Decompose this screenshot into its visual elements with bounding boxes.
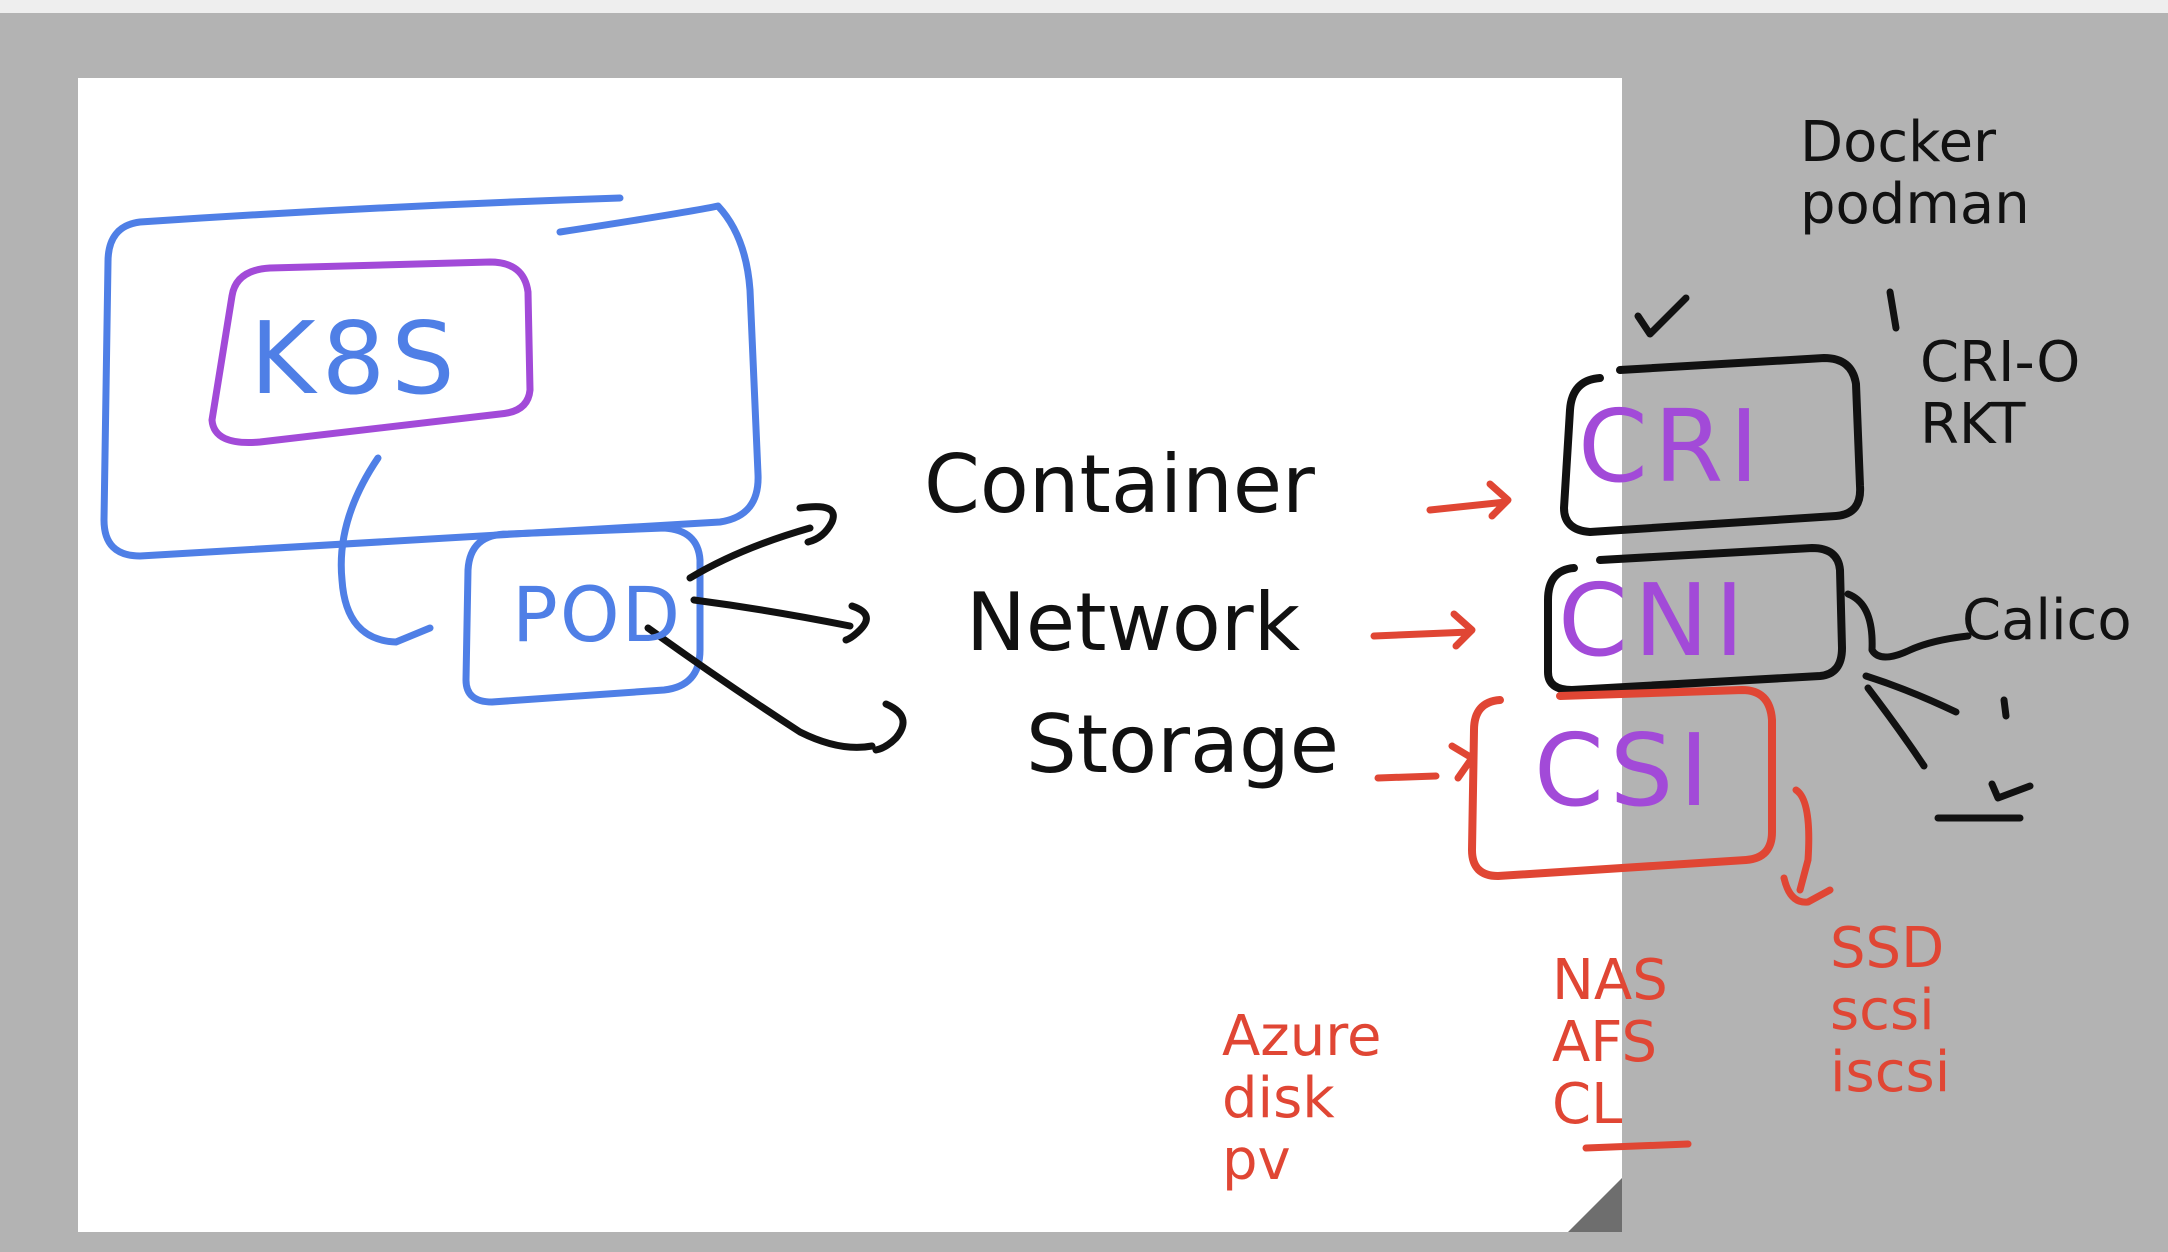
calico-check-mark (1934, 780, 2034, 822)
csi-label: CSI (1534, 712, 1715, 829)
arrow-container-to-cri (1426, 480, 1512, 520)
cluster-to-pod-connector (337, 454, 434, 646)
csi-down-arrow (1780, 786, 1834, 906)
window-top-strip (0, 0, 2168, 13)
calico-branch (1862, 672, 1960, 770)
cni-to-calico-connector (1844, 590, 1972, 661)
nas-underline (1582, 1140, 1692, 1152)
docker-tick (1886, 288, 1900, 332)
cri-check-mark (1634, 294, 1690, 338)
cni-box (1544, 544, 1846, 694)
pod-box (462, 524, 704, 706)
csi-network-fs-note: NAS AFS CL (1552, 948, 1668, 1137)
page-curl-corner (1568, 1178, 1622, 1232)
csi-block-storage-note: SSD scsi iscsi (1830, 916, 1951, 1105)
cni-label: CNI (1558, 562, 1751, 679)
container-label: Container (924, 438, 1315, 531)
arrow-to-container (686, 503, 837, 582)
arrow-to-storage (644, 624, 907, 754)
cri-options-note: CRI-O RKT (1920, 330, 2081, 457)
whiteboard-page (78, 78, 1622, 1232)
cri-label: CRI (1578, 388, 1765, 505)
calico-dot (2000, 696, 2010, 720)
arrow-network-to-cni (1370, 610, 1476, 650)
csi-cloud-disk-note: Azure disk pv (1222, 1004, 1382, 1193)
k8s-label: K8S (250, 300, 461, 417)
cri-implementations-note: Docker podman (1800, 110, 2030, 237)
csi-box (1468, 686, 1776, 880)
cri-box (1560, 354, 1865, 536)
arrow-storage-to-csi (1374, 742, 1476, 782)
storage-label: Storage (1026, 698, 1340, 791)
cni-plugin-note: Calico (1962, 588, 2132, 653)
k8s-label-box (208, 258, 534, 447)
pod-label: POD (512, 570, 683, 659)
network-label: Network (966, 576, 1301, 669)
arrow-to-network (690, 596, 870, 644)
k8s-cluster-box (100, 194, 762, 560)
